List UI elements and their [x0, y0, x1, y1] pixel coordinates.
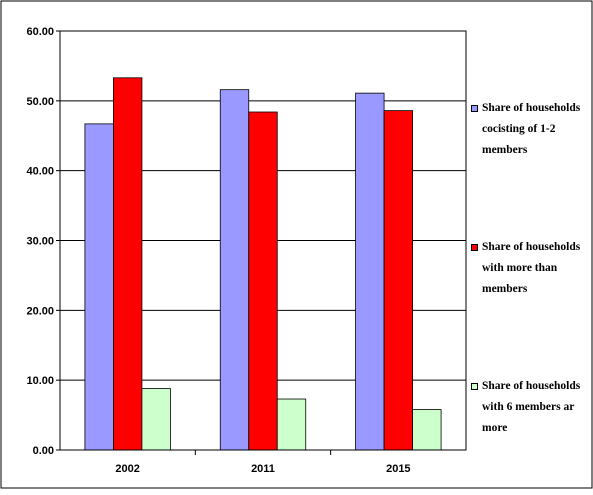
y-tick-label: 30.00	[26, 236, 54, 248]
bar-2015-series-3	[412, 409, 442, 451]
legend-label-line: Share of households	[482, 102, 581, 114]
y-tick-label: 50.00	[26, 96, 54, 108]
y-tick-label: 0.00	[33, 445, 54, 457]
legend-label-line: members	[482, 144, 528, 156]
x-tick-label: 2002	[115, 463, 139, 475]
y-tick-label: 20.00	[26, 305, 54, 317]
axes	[56, 30, 467, 455]
legend-label-line: more	[482, 422, 508, 434]
y-tick-label: 40.00	[26, 166, 54, 178]
legend-item: Share of households cocisting of 1-2 membe…	[471, 98, 592, 161]
bar-2011-series-1	[219, 89, 250, 451]
legend-label-line: Share of households	[482, 380, 581, 392]
legend-label-line: members	[482, 283, 528, 295]
legend-label-line: Share of households	[482, 241, 581, 253]
plot-area-border	[59, 30, 467, 451]
x-tick-labels: 2002 2011 2015	[115, 463, 410, 475]
y-tick-label: 10.00	[26, 375, 54, 387]
bar-2002-series-1	[84, 123, 114, 451]
bar-2011-series-3	[276, 398, 307, 451]
legend-item: Share of households with 6 members ar more	[471, 376, 592, 439]
legend-item: Share of households with more than members	[471, 237, 592, 300]
bar-2002-series-3	[141, 388, 171, 451]
bars	[84, 77, 442, 451]
bar-2011-series-2	[248, 111, 278, 451]
x-tick-label: 2015	[386, 463, 410, 475]
x-tick-label: 2011	[251, 463, 275, 475]
legend-label-line: with more than	[482, 262, 558, 274]
y-tick-label: 60.00	[26, 26, 54, 38]
legend-label-line: with 6 members ar	[482, 401, 575, 413]
y-tick-labels: 0.00 10.00 20.00 30.00 40.00 50.00 60.00	[26, 26, 54, 457]
legend-swatch	[471, 383, 478, 390]
bar-2002-series-2	[113, 77, 143, 451]
legend-swatch	[471, 105, 478, 112]
bar-2015-series-2	[383, 110, 413, 451]
legend-swatch	[471, 244, 478, 251]
legend-label-line: cocisting of 1-2	[482, 123, 556, 135]
bar-2015-series-1	[355, 92, 385, 451]
